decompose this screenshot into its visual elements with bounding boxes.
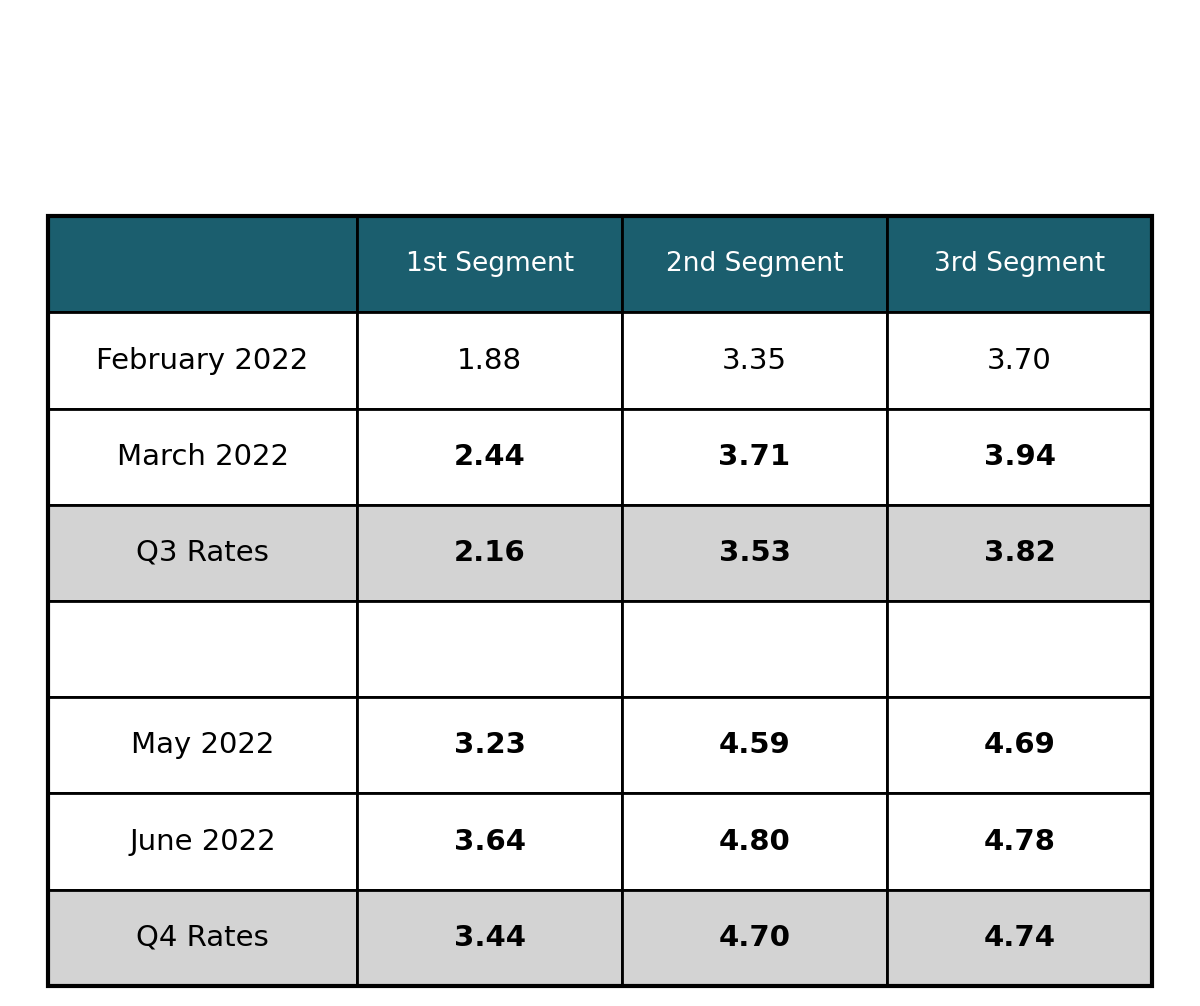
Bar: [622, 889, 887, 986]
Bar: [622, 505, 887, 602]
Bar: [887, 408, 1152, 505]
Bar: [887, 313, 1152, 408]
Bar: [358, 313, 622, 408]
Text: 4.70: 4.70: [719, 924, 791, 952]
Bar: [48, 505, 358, 602]
Text: February 2022: February 2022: [96, 347, 308, 374]
Text: 3.70: 3.70: [988, 347, 1052, 374]
Bar: [48, 602, 358, 697]
Text: 3.35: 3.35: [722, 347, 787, 374]
Bar: [358, 216, 622, 313]
Bar: [887, 505, 1152, 602]
Bar: [622, 697, 887, 794]
Text: 4.59: 4.59: [719, 731, 791, 760]
Text: March 2022: March 2022: [116, 443, 288, 471]
Bar: [887, 794, 1152, 889]
Text: 2nd Segment: 2nd Segment: [666, 252, 844, 278]
Bar: [358, 602, 622, 697]
Text: May 2022: May 2022: [131, 731, 275, 760]
Bar: [358, 697, 622, 794]
Bar: [358, 505, 622, 602]
Text: 3.23: 3.23: [454, 731, 526, 760]
Bar: [358, 889, 622, 986]
Bar: [48, 889, 358, 986]
Bar: [48, 697, 358, 794]
Text: June 2022: June 2022: [130, 828, 276, 855]
Bar: [358, 794, 622, 889]
Text: Q3 & Q4 2022: Q3 & Q4 2022: [395, 134, 805, 186]
Text: 3.64: 3.64: [454, 828, 526, 855]
Text: ExxonMobil Lump Sum Interest Rates: ExxonMobil Lump Sum Interest Rates: [72, 45, 1128, 94]
Bar: [48, 313, 358, 408]
Text: 3.82: 3.82: [984, 539, 1055, 567]
Text: Q3 Rates: Q3 Rates: [136, 539, 269, 567]
Text: 3rd Segment: 3rd Segment: [934, 252, 1105, 278]
Bar: [48, 216, 358, 313]
Text: 3.94: 3.94: [984, 443, 1056, 471]
Bar: [622, 794, 887, 889]
Text: 4.74: 4.74: [984, 924, 1056, 952]
Bar: [358, 408, 622, 505]
Text: 3.71: 3.71: [719, 443, 791, 471]
Text: 4.78: 4.78: [984, 828, 1056, 855]
Bar: [622, 216, 887, 313]
Bar: [887, 889, 1152, 986]
Bar: [887, 602, 1152, 697]
Text: 4.69: 4.69: [984, 731, 1056, 760]
Bar: [887, 216, 1152, 313]
Bar: [622, 408, 887, 505]
Bar: [622, 313, 887, 408]
Text: 3.53: 3.53: [719, 539, 791, 567]
Text: 2.16: 2.16: [454, 539, 526, 567]
Text: 2.44: 2.44: [454, 443, 526, 471]
Text: 4.80: 4.80: [719, 828, 791, 855]
Text: Q4 Rates: Q4 Rates: [136, 924, 269, 952]
Text: 1st Segment: 1st Segment: [406, 252, 574, 278]
Bar: [48, 794, 358, 889]
Bar: [887, 697, 1152, 794]
Text: 3.44: 3.44: [454, 924, 526, 952]
Bar: [622, 602, 887, 697]
Bar: [48, 408, 358, 505]
Text: 1.88: 1.88: [457, 347, 522, 374]
